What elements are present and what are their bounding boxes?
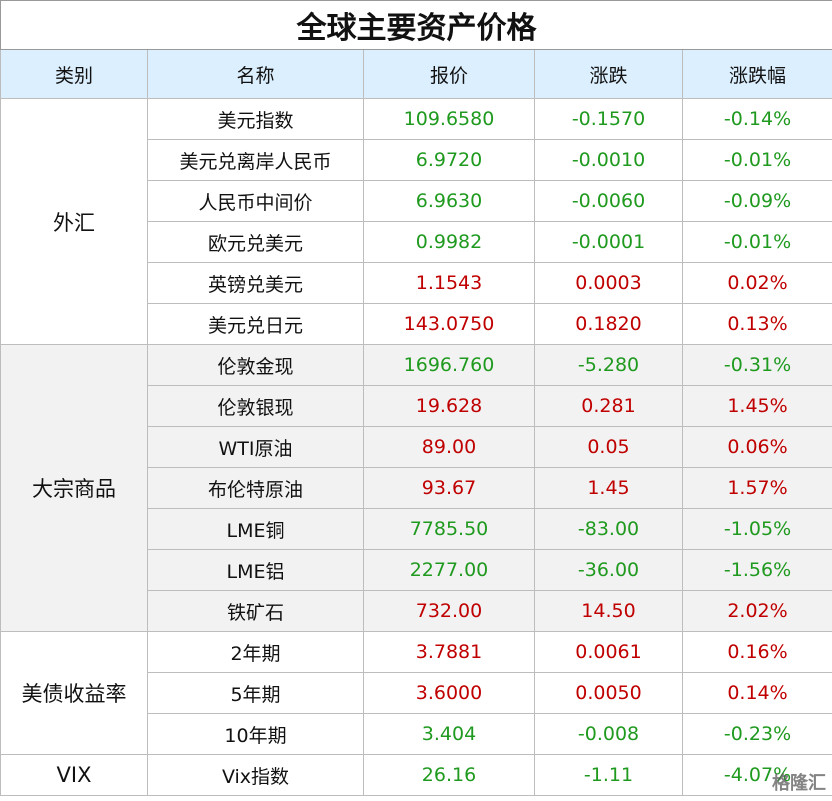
name-cell: 美元指数 <box>147 98 364 140</box>
title-row: 全球主要资产价格 <box>0 0 832 50</box>
name-cell: 欧元兑美元 <box>147 221 364 263</box>
name-cell: 5年期 <box>147 672 364 714</box>
change-cell: -5.280 <box>534 344 683 386</box>
price-cell: 2277.00 <box>363 549 535 591</box>
pct-cell: -0.09% <box>681 180 832 222</box>
pct-cell: 0.13% <box>681 303 832 345</box>
table-row: 美元兑离岸人民币 6.9720 -0.0010 -0.01% <box>0 139 832 181</box>
price-cell: 6.9630 <box>363 180 535 222</box>
category-cell: 外汇 <box>0 98 148 345</box>
header-cell: 名称 <box>147 49 364 99</box>
change-cell: -36.00 <box>534 549 683 591</box>
change-cell: 0.1820 <box>534 303 683 345</box>
price-cell: 19.628 <box>363 385 535 427</box>
pct-cell: -0.01% <box>681 221 832 263</box>
table-row: VIX Vix指数 26.16 -1.11 -4.07% <box>0 754 832 796</box>
header-cell: 涨跌 <box>534 49 683 99</box>
table-title: 全球主要资产价格 <box>0 0 832 50</box>
name-cell: LME铜 <box>147 508 364 550</box>
change-cell: -0.0001 <box>534 221 683 263</box>
name-cell: 布伦特原油 <box>147 467 364 509</box>
name-cell: 英镑兑美元 <box>147 262 364 304</box>
price-cell: 3.6000 <box>363 672 535 714</box>
category-cell: 美债收益率 <box>0 631 148 755</box>
name-cell: WTI原油 <box>147 426 364 468</box>
price-cell: 109.6580 <box>363 98 535 140</box>
price-cell: 3.404 <box>363 713 535 755</box>
pct-cell: -0.31% <box>681 344 832 386</box>
name-cell: 铁矿石 <box>147 590 364 632</box>
pct-cell: -1.05% <box>681 508 832 550</box>
pct-cell: -1.56% <box>681 549 832 591</box>
pct-cell: 0.16% <box>681 631 832 673</box>
pct-cell: 0.06% <box>681 426 832 468</box>
pct-cell: -0.14% <box>681 98 832 140</box>
change-cell: -0.0060 <box>534 180 683 222</box>
header-cell: 类别 <box>0 49 148 99</box>
header-cell: 涨跌幅 <box>681 49 832 99</box>
pct-cell: 1.45% <box>681 385 832 427</box>
change-cell: 0.0003 <box>534 262 683 304</box>
table-row: 10年期 3.404 -0.008 -0.23% <box>0 713 832 755</box>
header-row: 类别 名称 报价 涨跌 涨跌幅 <box>0 49 832 99</box>
change-cell: -0.1570 <box>534 98 683 140</box>
name-cell: 美元兑离岸人民币 <box>147 139 364 181</box>
pct-cell: -4.07% <box>681 754 832 796</box>
pct-cell: 0.02% <box>681 262 832 304</box>
name-cell: LME铝 <box>147 549 364 591</box>
category-cell: 大宗商品 <box>0 344 148 632</box>
name-cell: Vix指数 <box>147 754 364 796</box>
name-cell: 10年期 <box>147 713 364 755</box>
name-cell: 美元兑日元 <box>147 303 364 345</box>
price-cell: 0.9982 <box>363 221 535 263</box>
price-cell: 732.00 <box>363 590 535 632</box>
table-row: 伦敦银现 19.628 0.281 1.45% <box>0 385 832 427</box>
price-cell: 1696.760 <box>363 344 535 386</box>
change-cell: 0.0050 <box>534 672 683 714</box>
pct-cell: -0.01% <box>681 139 832 181</box>
name-cell: 2年期 <box>147 631 364 673</box>
price-cell: 143.0750 <box>363 303 535 345</box>
price-cell: 7785.50 <box>363 508 535 550</box>
change-cell: -0.0010 <box>534 139 683 181</box>
change-cell: 0.281 <box>534 385 683 427</box>
change-cell: 14.50 <box>534 590 683 632</box>
change-cell: -0.008 <box>534 713 683 755</box>
pct-cell: -0.23% <box>681 713 832 755</box>
watermark: 格隆汇 <box>772 773 826 794</box>
name-cell: 伦敦银现 <box>147 385 364 427</box>
change-cell: 1.45 <box>534 467 683 509</box>
price-cell: 89.00 <box>363 426 535 468</box>
price-cell: 1.1543 <box>363 262 535 304</box>
pct-cell: 1.57% <box>681 467 832 509</box>
table-row: 外汇 美元指数 109.6580 -0.1570 -0.14% <box>0 98 832 345</box>
price-cell: 3.7881 <box>363 631 535 673</box>
table-row: 大宗商品 伦敦金现 1696.760 -5.280 -0.31% <box>0 344 832 632</box>
price-cell: 93.67 <box>363 467 535 509</box>
change-cell: -83.00 <box>534 508 683 550</box>
price-cell: 6.9720 <box>363 139 535 181</box>
change-cell: -1.11 <box>534 754 683 796</box>
change-cell: 0.05 <box>534 426 683 468</box>
pct-cell: 0.14% <box>681 672 832 714</box>
name-cell: 伦敦金现 <box>147 344 364 386</box>
table-row: 美债收益率 2年期 3.7881 0.0061 0.16% <box>0 631 832 755</box>
name-cell: 人民币中间价 <box>147 180 364 222</box>
pct-cell: 2.02% <box>681 590 832 632</box>
change-cell: 0.0061 <box>534 631 683 673</box>
header-cell: 报价 <box>363 49 535 99</box>
category-cell: VIX <box>0 754 148 796</box>
price-cell: 26.16 <box>363 754 535 796</box>
